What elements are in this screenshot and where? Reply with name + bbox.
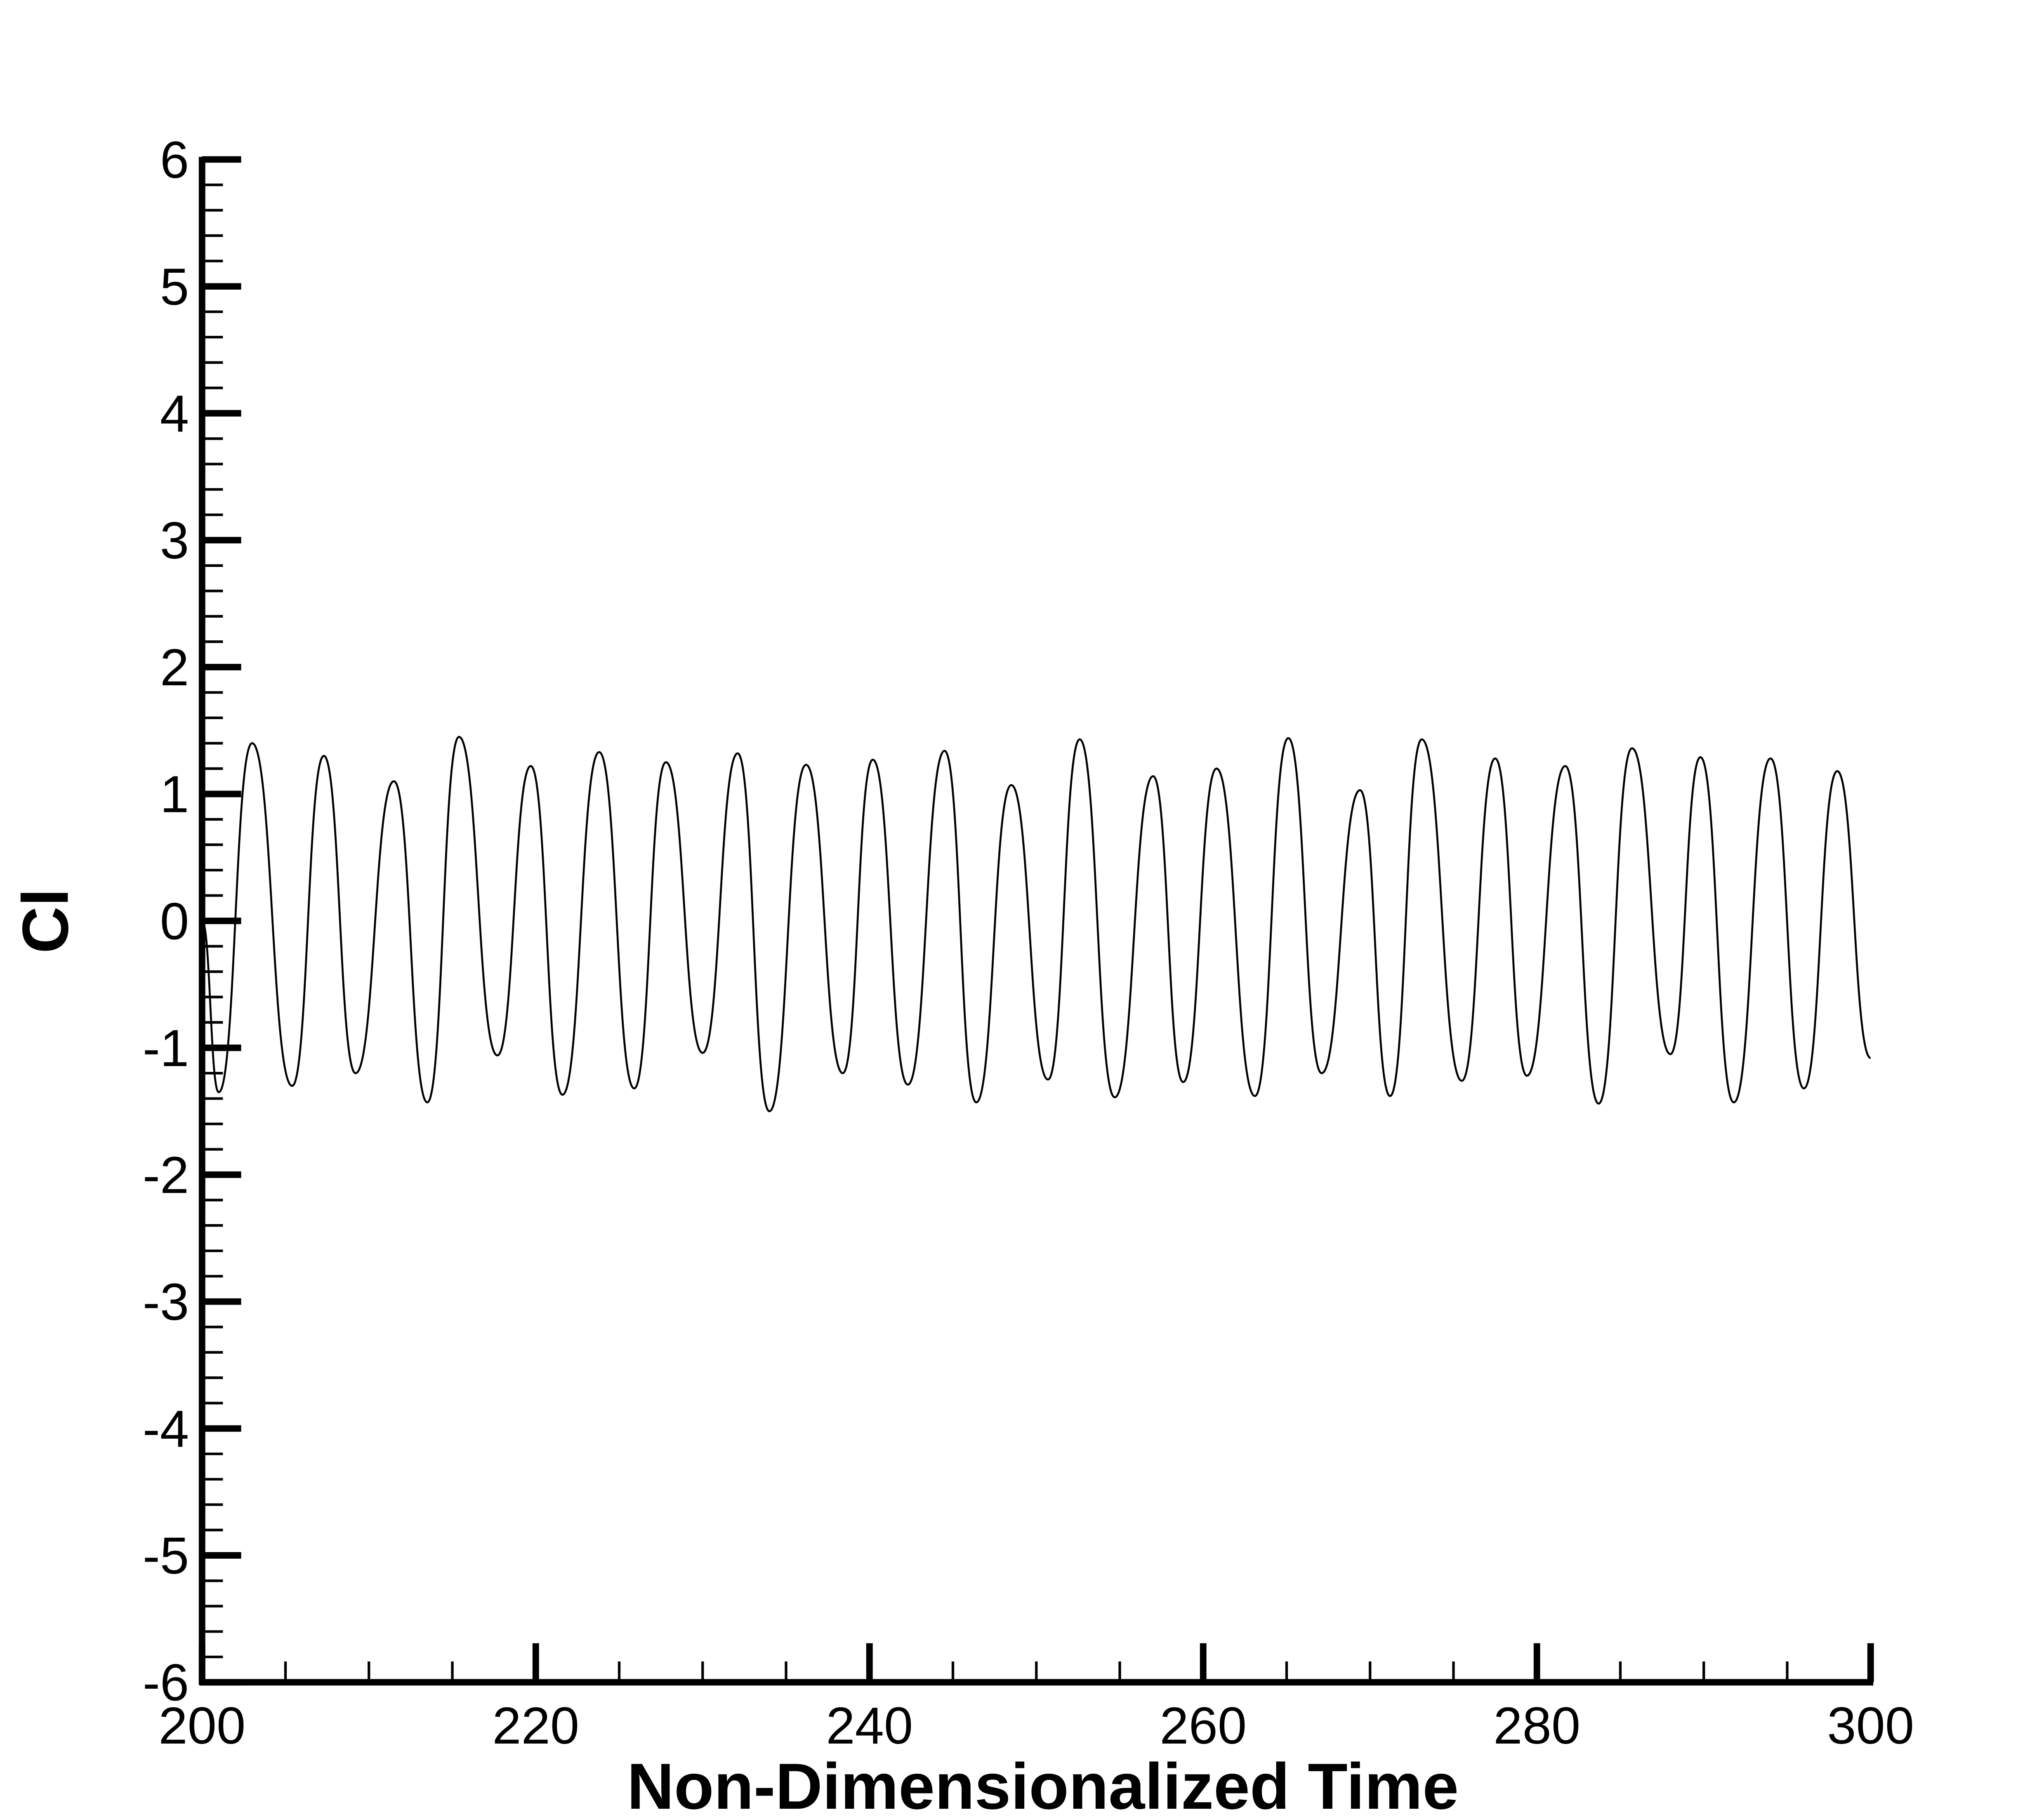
y-tick-label: -5 (143, 1527, 189, 1585)
x-tick-label: 260 (1160, 1697, 1247, 1755)
y-axis-title: Cl (9, 888, 82, 953)
x-tick-label: 280 (1493, 1697, 1580, 1755)
x-tick-label: 220 (492, 1697, 579, 1755)
x-tick-label: 300 (1827, 1697, 1914, 1755)
y-tick-label: -3 (143, 1273, 189, 1331)
y-tick-label: -4 (143, 1400, 189, 1458)
y-tick-label: -6 (143, 1654, 189, 1712)
y-tick-label: -1 (143, 1019, 189, 1077)
x-tick-label: 200 (158, 1697, 245, 1755)
y-tick-label: 0 (160, 892, 189, 950)
data-line (201, 736, 1871, 1112)
y-tick-label: 5 (160, 257, 189, 316)
y-tick-label: 2 (160, 638, 189, 696)
y-tick-label: 4 (160, 385, 189, 443)
x-axis-title: Non-Dimensionalized Time (627, 1750, 1459, 1817)
y-tick-label: 3 (160, 512, 189, 570)
y-tick-label: 1 (160, 765, 189, 824)
y-tick-label: 6 (160, 131, 189, 189)
y-tick-label: -2 (143, 1146, 189, 1204)
x-tick-label: 240 (826, 1697, 913, 1755)
